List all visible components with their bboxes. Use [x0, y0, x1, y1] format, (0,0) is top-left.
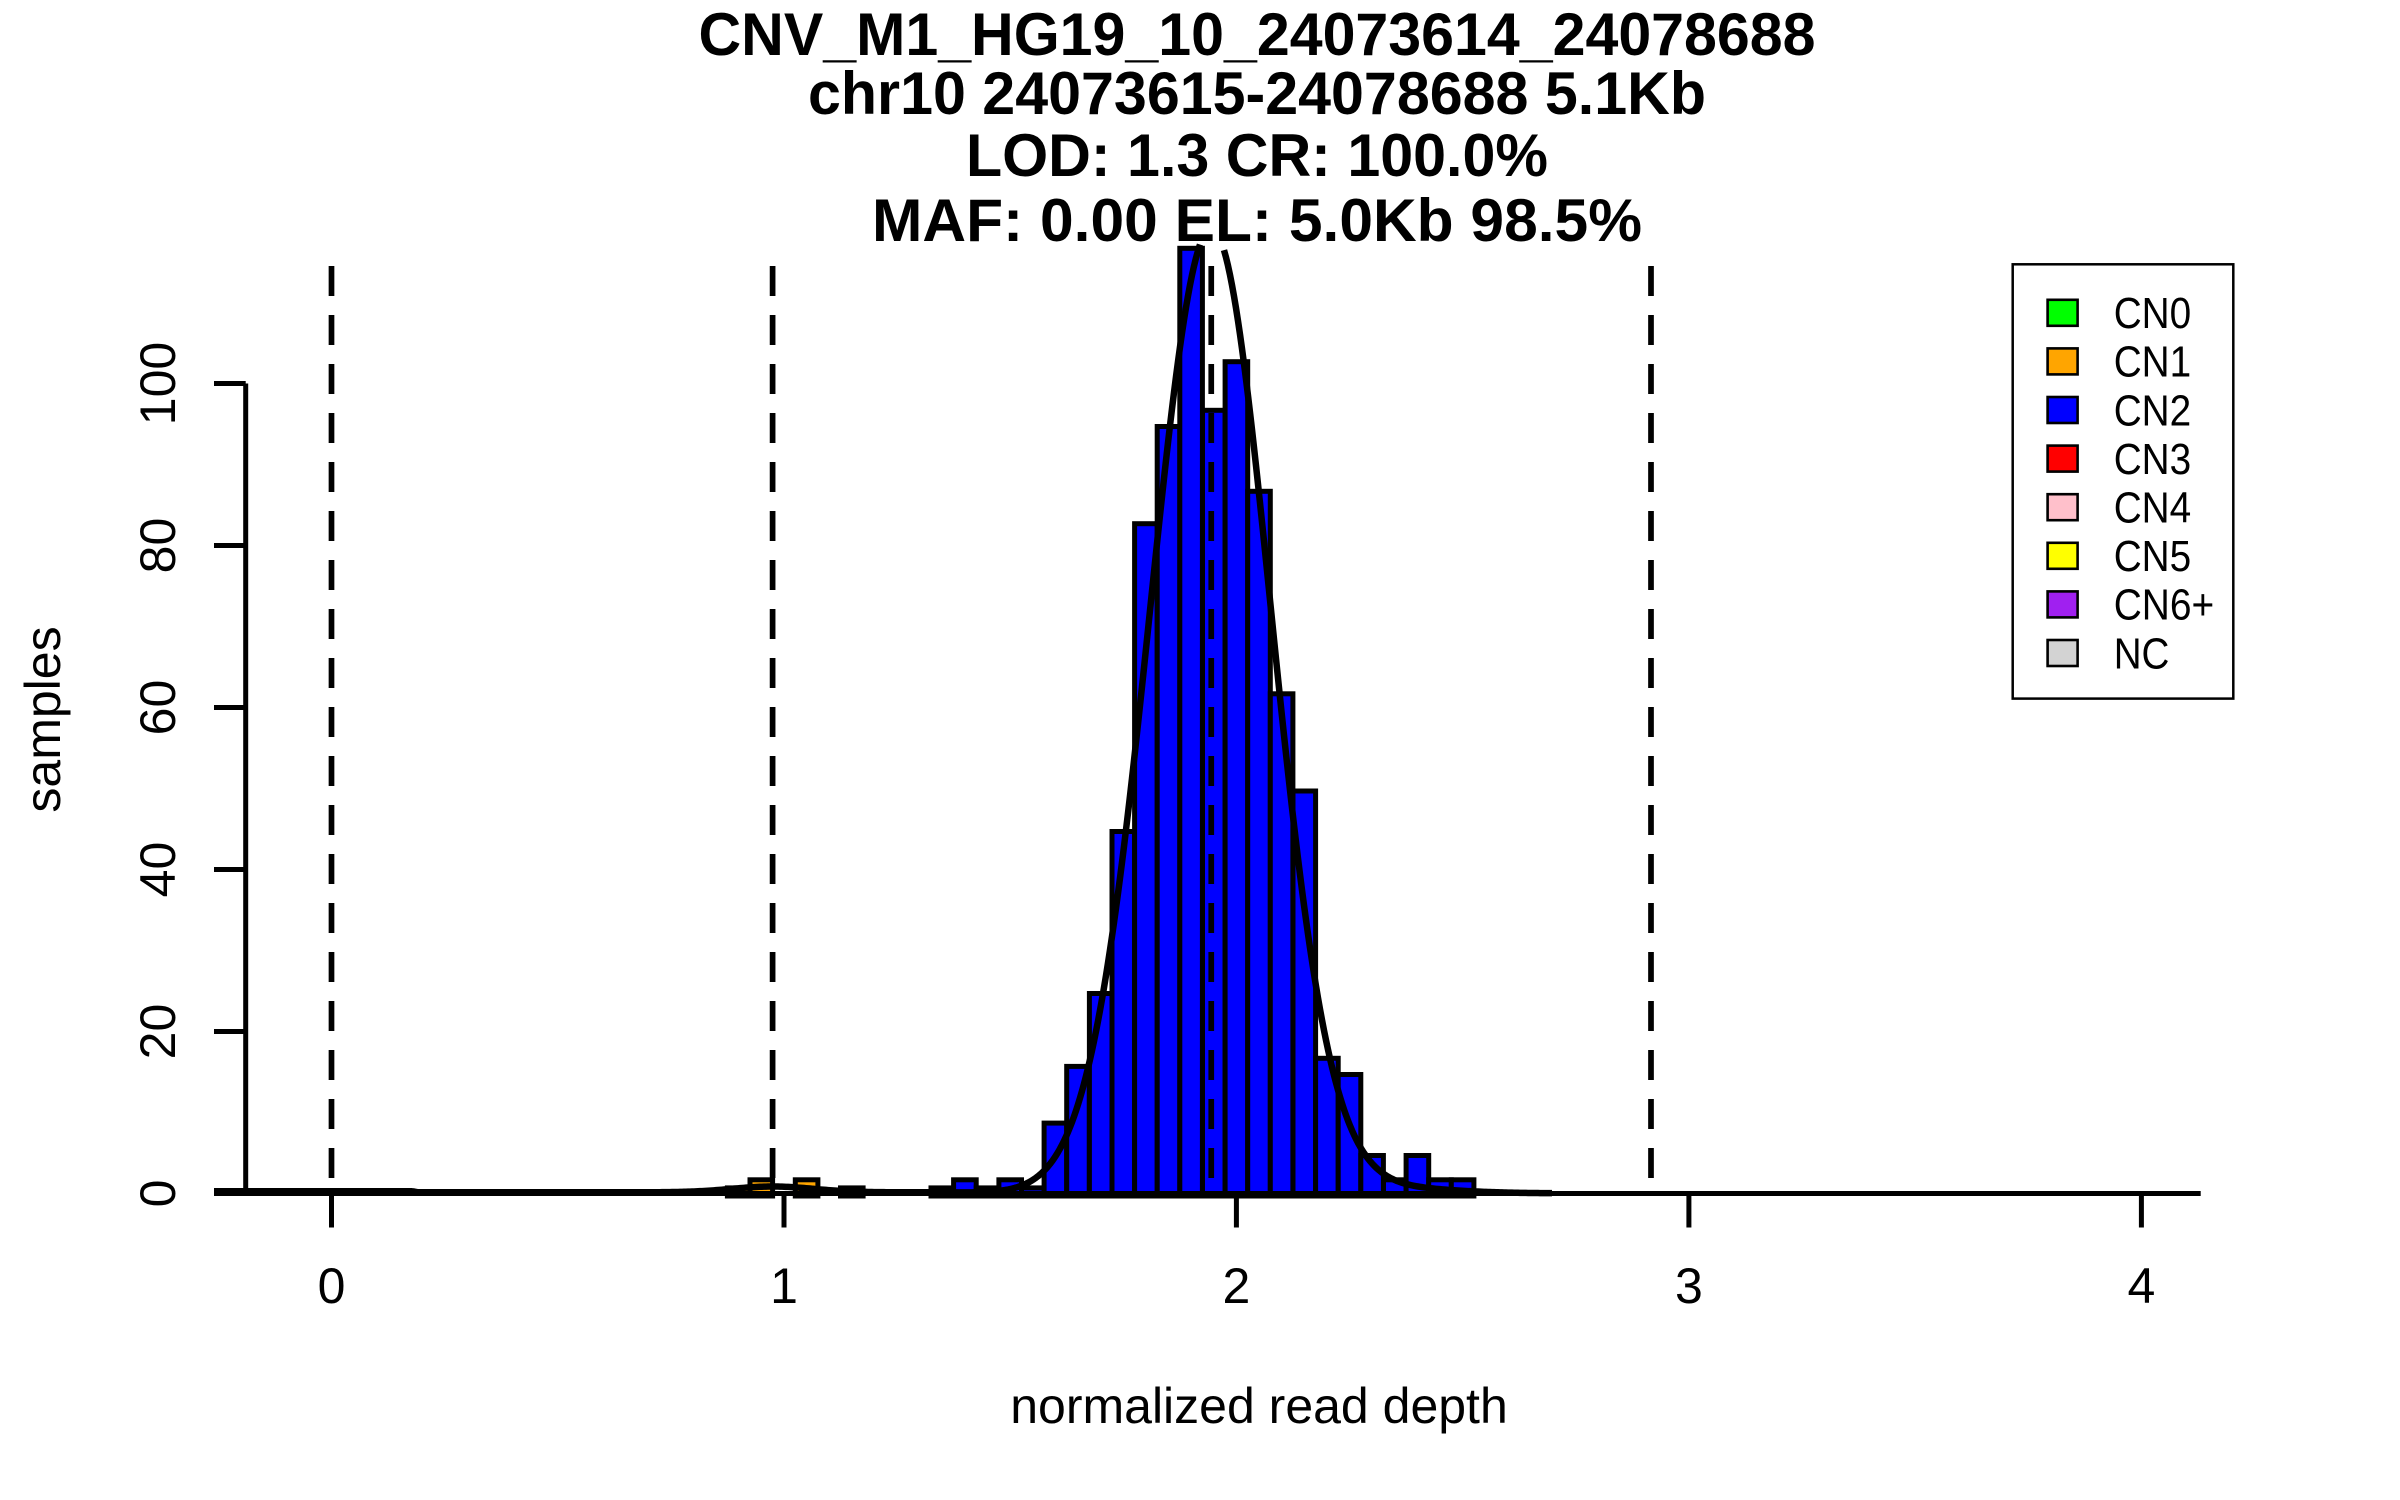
svg-text:chr10 24073615-24078688 5.1Kb: chr10 24073615-24078688 5.1Kb: [808, 60, 1706, 127]
svg-text:LOD: 1.3 CR: 100.0%: LOD: 1.3 CR: 100.0%: [966, 122, 1548, 189]
svg-text:MAF: 0.00 EL: 5.0Kb 98.5%: MAF: 0.00 EL: 5.0Kb 98.5%: [872, 187, 1642, 254]
svg-text:2: 2: [1222, 1258, 1250, 1314]
svg-text:4: 4: [2127, 1258, 2155, 1314]
svg-text:40: 40: [130, 842, 186, 898]
svg-text:CN2: CN2: [2114, 386, 2192, 435]
svg-text:60: 60: [130, 680, 186, 736]
svg-text:3: 3: [1675, 1258, 1703, 1314]
svg-text:normalized read depth: normalized read depth: [1010, 1378, 1508, 1434]
svg-text:CN3: CN3: [2114, 435, 2192, 484]
svg-text:0: 0: [130, 1180, 186, 1208]
svg-text:CN0: CN0: [2114, 289, 2192, 338]
svg-text:CN5: CN5: [2114, 532, 2192, 581]
svg-text:NC: NC: [2114, 629, 2170, 678]
svg-text:1: 1: [770, 1258, 798, 1314]
svg-text:CN6+: CN6+: [2114, 581, 2215, 630]
svg-text:100: 100: [130, 342, 186, 425]
svg-text:CNV_M1_HG19_10_24073614_240786: CNV_M1_HG19_10_24073614_24078688: [699, 1, 1816, 68]
svg-text:80: 80: [130, 518, 186, 574]
svg-text:0: 0: [318, 1258, 346, 1314]
svg-text:20: 20: [130, 1004, 186, 1060]
svg-text:samples: samples: [15, 626, 71, 812]
svg-text:CN4: CN4: [2114, 484, 2192, 533]
svg-text:CN1: CN1: [2114, 338, 2192, 387]
